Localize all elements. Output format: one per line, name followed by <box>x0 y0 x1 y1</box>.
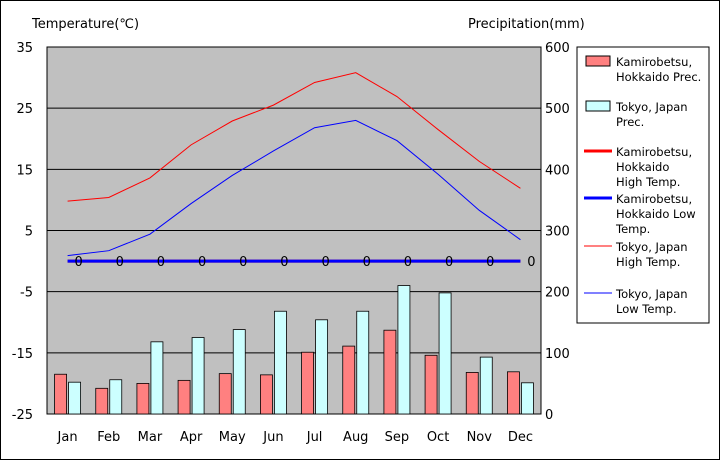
precip-bar <box>383 329 397 415</box>
month-tick-label: Apr <box>180 430 203 445</box>
precip-tick-label: 200 <box>545 286 570 301</box>
legend-box <box>576 46 710 324</box>
month-tick-label: Jul <box>306 430 323 445</box>
temp-tick-label: -15 <box>12 347 33 362</box>
month-tick-label: Nov <box>467 430 493 445</box>
point-label: 0 <box>116 255 124 270</box>
month-tick-label: Oct <box>427 430 449 445</box>
point-label: 0 <box>527 255 535 270</box>
legend-label: Hokkaido <box>616 160 669 174</box>
precip-bar <box>479 356 493 415</box>
legend-label: High Temp. <box>616 255 680 269</box>
legend-label: Hokkaido Low <box>616 207 696 221</box>
legend-label: Low Temp. <box>616 302 677 316</box>
precip-bar <box>356 310 370 415</box>
precip-bar <box>507 371 520 415</box>
precip-bar <box>68 381 81 415</box>
point-label: 0 <box>363 255 371 270</box>
legend-label: Temp. <box>615 222 650 236</box>
grid-lines <box>47 107 541 354</box>
precip-tick-label: 0 <box>545 408 553 423</box>
temp-tick-label: 15 <box>16 163 33 178</box>
precip-bar <box>301 351 314 415</box>
legend-label: Tokyo, Japan <box>615 287 688 301</box>
precip-bar <box>136 383 150 415</box>
precip-tick-label: 600 <box>545 41 570 56</box>
temp-line <box>67 119 521 257</box>
precip-bar <box>397 285 411 415</box>
month-tick-label: Sep <box>385 430 410 445</box>
temperature-lines <box>67 72 521 263</box>
month-tick-label: Aug <box>343 430 368 445</box>
precip-bar <box>218 373 232 415</box>
precip-bar <box>177 379 191 415</box>
precip-tick-label: 100 <box>545 347 570 362</box>
left-axis-title: Temperature(℃) <box>31 17 139 32</box>
precip-tick-label: 500 <box>545 102 570 117</box>
legend-swatch <box>585 100 611 112</box>
legend-label: Prec. <box>616 115 644 129</box>
precip-bar <box>274 310 287 415</box>
precip-bar <box>150 341 164 415</box>
temp-line <box>67 72 521 202</box>
legend-label: Tokyo, Japan <box>615 240 688 254</box>
month-tick-label: Jun <box>262 430 283 445</box>
temp-tick-label: 25 <box>16 102 33 117</box>
precip-bar <box>424 354 438 415</box>
point-labels: 0 0 0 0 0 0 0 0 0 0 0 0 <box>74 255 535 270</box>
precip-bar <box>54 373 67 415</box>
legend-label: Kamirobetsu, <box>616 55 692 69</box>
precip-bar <box>521 382 534 415</box>
legend-label: Kamirobetsu, <box>616 145 692 159</box>
month-tick-label: Jan <box>57 430 78 445</box>
precipitation-bars <box>54 285 534 415</box>
legend-label: High Temp. <box>616 175 680 189</box>
temp-tick-label: 35 <box>16 41 33 56</box>
precip-bar <box>342 345 356 415</box>
legend-label: Kamirobetsu, <box>616 192 692 206</box>
point-label: 0 <box>404 255 412 270</box>
precip-bar <box>315 319 328 415</box>
legend: Kamirobetsu,Hokkaido Prec.Tokyo, JapanPr… <box>576 46 710 324</box>
precip-bar <box>191 337 205 415</box>
precip-bar <box>465 372 479 415</box>
precip-bar <box>438 292 452 415</box>
axis-ticks: 35 25 15 5 -5 -15 -25 600 500 400 300 200 100 0 Jan Feb… <box>12 41 570 445</box>
month-tick-label: Feb <box>97 430 120 445</box>
legend-label: Hokkaido Prec. <box>616 70 701 84</box>
point-label: 0 <box>445 255 453 270</box>
legend-swatch <box>585 55 611 67</box>
point-label: 0 <box>239 255 247 270</box>
precip-tick-label: 400 <box>545 163 570 178</box>
point-label: 0 <box>157 255 165 270</box>
month-tick-label: Mar <box>138 430 163 445</box>
legend-label: Tokyo, Japan <box>615 100 688 114</box>
month-tick-label: Dec <box>508 430 533 445</box>
point-label: 0 <box>321 255 329 270</box>
precip-bar <box>260 374 273 415</box>
precip-tick-label: 300 <box>545 225 570 240</box>
point-label: 0 <box>74 255 82 270</box>
precip-bar <box>95 387 109 415</box>
precip-bar <box>232 329 246 415</box>
point-label: 0 <box>280 255 288 270</box>
point-label: 0 <box>486 255 494 270</box>
temp-tick-label: 5 <box>25 225 33 240</box>
precip-bar <box>109 379 123 415</box>
temp-tick-label: -5 <box>20 286 33 301</box>
point-label: 0 <box>198 255 206 270</box>
month-tick-label: May <box>219 430 246 445</box>
temp-tick-label: -25 <box>12 408 33 423</box>
right-axis-title: Precipitation(mm) <box>468 17 585 32</box>
